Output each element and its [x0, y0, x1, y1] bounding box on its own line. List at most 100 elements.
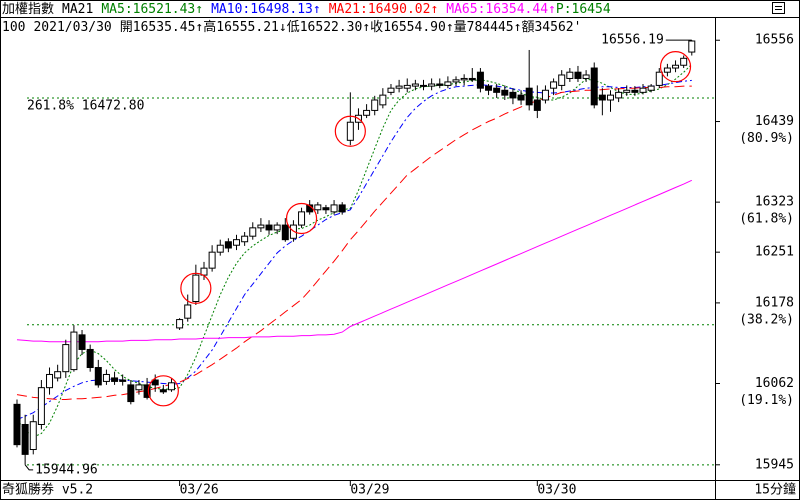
- legend-name: MA21: [329, 2, 360, 17]
- annotation-label: 15944.96: [35, 462, 98, 477]
- candle-body: [135, 384, 143, 391]
- candle-body: [127, 384, 135, 403]
- candle-body: [420, 84, 427, 87]
- legend-value: 16498.13: [250, 2, 313, 17]
- candle-body: [233, 239, 241, 246]
- y-tick-note: (38.2%): [739, 312, 794, 327]
- quote-label: 開: [120, 20, 133, 35]
- quote-trend: ↓: [279, 20, 287, 35]
- candle-body: [680, 57, 688, 66]
- x-tick-label: 03/30: [537, 483, 576, 498]
- candle-body: [663, 67, 671, 73]
- candle-body: [428, 83, 436, 87]
- candle-body: [13, 403, 21, 446]
- candle-body: [46, 373, 54, 389]
- candle-body: [281, 224, 289, 241]
- candle-body: [346, 121, 354, 141]
- x-tick-label: 03/29: [350, 483, 389, 498]
- signal-circle: [147, 375, 179, 407]
- quote-label: 低: [287, 20, 300, 35]
- candle-body: [525, 87, 533, 106]
- candle-body: [224, 241, 232, 249]
- quote-trend: ↑: [362, 20, 370, 35]
- window-icon[interactable]: [772, 2, 785, 14]
- p-label: P: [556, 2, 564, 17]
- candle-body: [29, 421, 37, 451]
- ma-line: [16, 63, 693, 438]
- candle-body: [688, 40, 696, 53]
- level-label: 261.8% 16472.80: [27, 99, 144, 114]
- candle-body: [582, 74, 590, 79]
- quote-label: 高: [203, 19, 216, 35]
- candle-body: [208, 251, 216, 269]
- quote-label: 額: [521, 20, 534, 35]
- candle-body: [241, 235, 249, 243]
- header-legend: 加權指數 MA21 MA5:16521.43↑ MA10:16498.13↑ MA21:…: [2, 2, 611, 17]
- candle-body: [363, 109, 371, 116]
- candle-body: [143, 384, 151, 398]
- candle-body: [265, 224, 273, 231]
- candle-body: [476, 71, 484, 89]
- candle-body: [411, 83, 419, 87]
- y-tick-label: 15945: [755, 457, 794, 472]
- y-tick-label: 16251: [755, 245, 794, 260]
- quote-trend: ↑: [514, 20, 522, 35]
- candle-body: [533, 99, 541, 111]
- legend-trend: ↑: [313, 2, 321, 17]
- candle-body: [655, 71, 663, 86]
- quote-value: 16555.21: [216, 20, 279, 35]
- candle-body: [550, 81, 558, 89]
- candle-body: [606, 94, 614, 101]
- candle-body: [216, 244, 224, 253]
- candle-body: [322, 207, 330, 211]
- candle-body: [257, 224, 265, 229]
- candle-body: [37, 387, 45, 425]
- x-tick-label: 03/26: [180, 483, 219, 498]
- legend-value: 16521.43: [133, 2, 196, 17]
- candle-body: [566, 71, 574, 79]
- y-tick-label: 16062: [755, 376, 794, 391]
- y-tick-label: 16323: [755, 195, 794, 210]
- legend-separator: :: [360, 2, 368, 17]
- p-value: 16454: [572, 2, 611, 17]
- signal-circle: [180, 272, 212, 304]
- candle-body: [444, 81, 452, 86]
- ma-line: [16, 85, 692, 400]
- candle-body: [452, 79, 460, 83]
- quote-value: 16554.90: [383, 20, 446, 35]
- candle-body: [119, 379, 127, 382]
- ma-line: [16, 79, 692, 421]
- candle-body: [298, 211, 306, 226]
- candle-body: [541, 89, 549, 101]
- candle-body: [460, 77, 468, 81]
- candle-body: [102, 373, 110, 382]
- y-tick-label: 16439: [755, 114, 794, 129]
- y-tick-note: (19.1%): [739, 393, 794, 408]
- candle-body: [436, 83, 444, 86]
- legend-trend: ↑: [548, 2, 556, 17]
- candle-body: [615, 91, 623, 99]
- candle-body: [395, 85, 403, 89]
- legend-separator: :: [125, 2, 133, 17]
- quote-value: 34562': [534, 20, 581, 35]
- candle-body: [639, 87, 647, 93]
- candle-body: [468, 77, 476, 81]
- candle-body: [371, 99, 379, 111]
- candle-body: [509, 91, 517, 99]
- quote-line: 100 2021/03/30 開16535.45↑高16555.21↓低16522.…: [2, 19, 581, 35]
- annotation-leader: [24, 464, 34, 471]
- legend-name: MA65: [446, 2, 477, 17]
- candle-body: [623, 89, 631, 93]
- quote-count: 100: [2, 20, 25, 35]
- candle-body: [78, 334, 86, 350]
- legend-trend: ↑: [430, 2, 438, 17]
- annotation-label: 16556.19: [601, 33, 664, 48]
- candle-body: [159, 389, 167, 393]
- candle-body: [54, 371, 62, 379]
- candle-body: [485, 85, 493, 91]
- legend-separator: :: [242, 2, 250, 17]
- chart-title: 加權指數: [2, 2, 54, 17]
- candle-body: [387, 87, 395, 93]
